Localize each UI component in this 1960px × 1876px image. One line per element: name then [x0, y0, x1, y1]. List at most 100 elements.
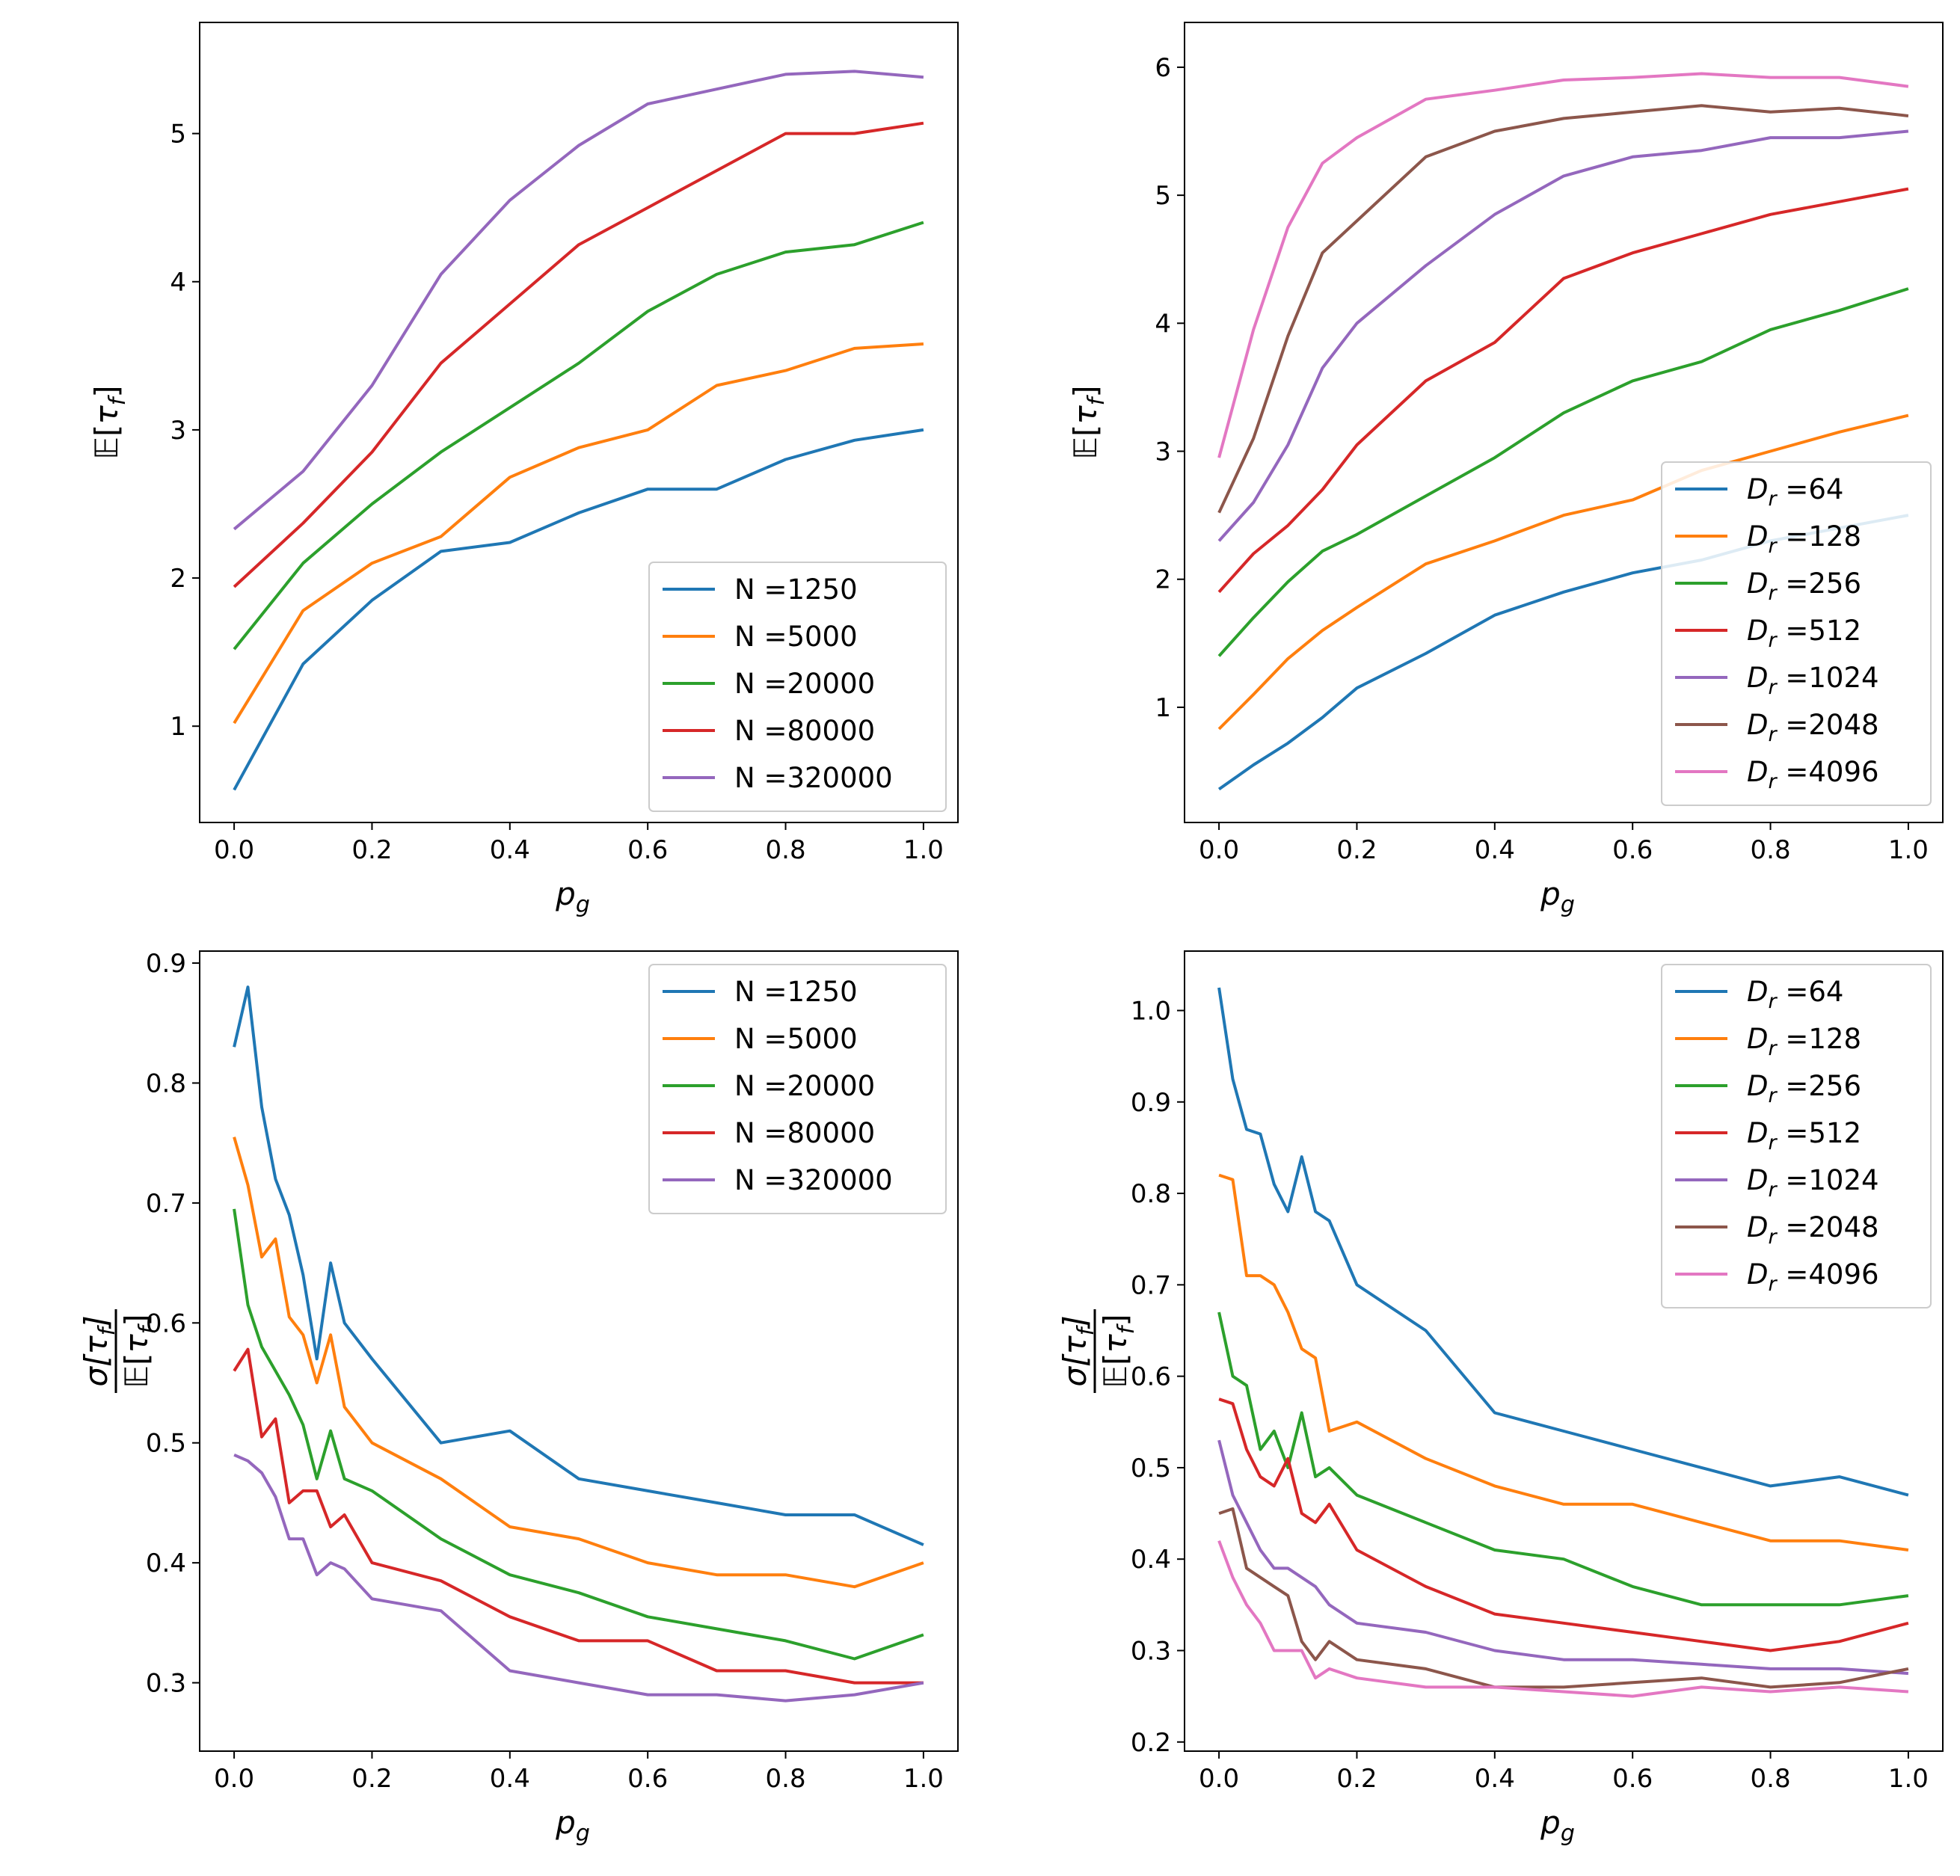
series-line-5000	[233, 1137, 924, 1589]
x-tick-label: 0.6	[627, 1764, 668, 1794]
y-tick-label: 1.0	[1131, 996, 1171, 1026]
y-label-denominator: 𝔼[τf]	[1097, 1314, 1140, 1388]
x-tick-label: 0.8	[1751, 835, 1791, 865]
x-axis-label: pg	[555, 876, 590, 918]
legend-label: N =80000	[734, 1117, 875, 1149]
x-tick-label: 0.2	[1336, 1764, 1377, 1794]
series-line-2048	[1217, 104, 1909, 514]
axes-frame	[1184, 22, 1944, 823]
chart-panel-bottom-left: 0.0 0.2 0.4 0.6 0.8 1.0 0.3 0.4 0.5 0.6 0.7 0.8 0.9 p…	[78, 949, 959, 1847]
series-line-80000	[233, 1347, 924, 1685]
series-line-256	[1217, 287, 1909, 657]
x-tick-label: 1.0	[1888, 835, 1929, 865]
legend-label: Dr =256	[1747, 568, 1861, 605]
y-tick-label: 5	[170, 120, 186, 150]
x-tick-label: 0.4	[490, 835, 530, 865]
y-tick-label: 0.8	[1131, 1179, 1171, 1209]
legend-label: N =20000	[734, 668, 875, 700]
y-tick-label: 4	[1155, 309, 1171, 339]
series-line-320000	[233, 1453, 924, 1703]
x-tick-label: 0.6	[1612, 835, 1653, 865]
legend: N =1250 N =5000 N =20000 N =80000 N =320000	[648, 562, 947, 812]
legend-box	[1661, 964, 1932, 1308]
series-line-4096	[1217, 1540, 1909, 1698]
x-tick-label: 0.0	[214, 835, 254, 865]
y-axis-label: 𝔼[τf]	[88, 385, 131, 459]
y-tick-label: 2	[170, 564, 186, 594]
y-tick-label: 0.3	[1131, 1636, 1171, 1666]
legend-label: N =20000	[734, 1070, 875, 1102]
series-line-1024	[1217, 1439, 1909, 1676]
x-tick-label: 0.0	[1199, 1764, 1239, 1794]
y-tick-label: 0.4	[1131, 1545, 1171, 1575]
legend-label: Dr =4096	[1747, 1258, 1879, 1296]
axes-frame	[199, 22, 959, 823]
y-tick-label: 0.2	[1131, 1728, 1171, 1758]
axes-frame	[1184, 950, 1944, 1752]
series-line-320000	[233, 70, 924, 531]
y-tick-label: 0.7	[146, 1189, 186, 1219]
legend-label: Dr =1024	[1747, 1164, 1879, 1202]
x-tick-label: 0.4	[490, 1764, 530, 1794]
y-tick-label: 1	[170, 712, 186, 742]
x-tick-label: 0.2	[351, 1764, 392, 1794]
y-axis-label: σ[τf]𝔼[τf]	[78, 1309, 161, 1393]
legend: Dr =64 Dr =128 Dr =256 Dr =512 Dr =1024 Dr =2…	[1661, 964, 1932, 1308]
y-tick-label: 0.6	[1131, 1362, 1171, 1392]
series-line-5000	[233, 342, 924, 725]
y-axis-label: σ[τf]𝔼[τf]	[1057, 1309, 1140, 1393]
x-tick-label: 0.4	[1475, 835, 1515, 865]
y-tick-label: 6	[1155, 53, 1171, 83]
legend-box	[648, 562, 947, 812]
y-tick-label: 0.5	[1131, 1454, 1171, 1483]
y-tick-label: 0.9	[1131, 1088, 1171, 1118]
x-axis-label: pg	[1540, 1804, 1575, 1847]
legend-label: N =320000	[734, 1164, 893, 1196]
series-line-20000	[233, 221, 924, 651]
x-tick-label: 0.8	[1751, 1764, 1791, 1794]
legend-label: Dr =2048	[1747, 1211, 1879, 1249]
legend-label: Dr =2048	[1747, 709, 1879, 746]
series-line-80000	[233, 121, 924, 588]
x-tick-label: 0.0	[1199, 835, 1239, 865]
legend: Dr =64 Dr =128 Dr =256 Dr =512 Dr =1024 Dr =2…	[1661, 461, 1932, 806]
x-tick-label: 1.0	[903, 1764, 944, 1794]
legend-label: N =5000	[734, 621, 858, 653]
x-tick-label: 1.0	[903, 835, 944, 865]
series-line-1250	[233, 985, 924, 1546]
series-line-256	[1217, 1311, 1909, 1607]
chart-panel-bottom-right: 0.0 0.2 0.4 0.6 0.8 1.0 0.2 0.3 0.4 0.5 0.6 0.7 0.8 0…	[1057, 950, 1944, 1847]
series-line-512	[1218, 1397, 1909, 1652]
y-tick-label: 1	[1155, 693, 1171, 723]
legend-label: Dr =4096	[1747, 756, 1879, 793]
y-tick-label: 3	[170, 416, 186, 446]
x-tick-label: 0.0	[214, 1764, 254, 1794]
x-axis-label: pg	[1540, 876, 1575, 918]
y-axis-label: 𝔼[τf]	[1067, 385, 1110, 459]
y-tick-label: 3	[1155, 437, 1171, 467]
series-line-20000	[233, 1208, 924, 1661]
y-tick-label: 0.7	[1131, 1270, 1171, 1300]
legend-label: Dr =64	[1747, 473, 1843, 511]
series-line-64	[1217, 987, 1909, 1497]
y-tick-label: 0.6	[146, 1308, 186, 1338]
legend-label: N =320000	[734, 762, 893, 794]
y-label-numerator: σ[τf]	[78, 1315, 120, 1386]
legend-label: N =80000	[734, 715, 875, 747]
y-tick-label: 0.5	[146, 1429, 186, 1459]
series-line-1250	[233, 428, 924, 791]
y-tick-label: 0.8	[146, 1068, 186, 1098]
y-tick-label: 4	[170, 268, 186, 298]
y-label-denominator: 𝔼[τf]	[118, 1314, 161, 1388]
series-line-128	[1218, 1173, 1909, 1551]
series-line-4096	[1217, 72, 1909, 458]
y-tick-label: 0.4	[146, 1549, 186, 1578]
x-axis-label: pg	[555, 1804, 590, 1847]
series-line-128	[1217, 413, 1909, 731]
series-line-1024	[1217, 129, 1909, 542]
legend-label: Dr =128	[1747, 520, 1861, 558]
legend-label: N =1250	[734, 573, 858, 606]
